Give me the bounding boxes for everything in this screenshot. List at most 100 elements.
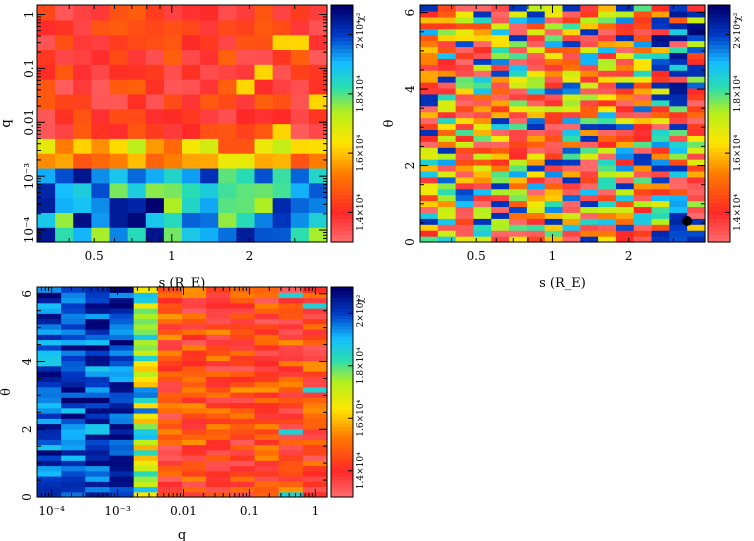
heatmap-cell bbox=[455, 129, 475, 136]
heatmap-cell bbox=[133, 444, 159, 451]
heatmap-cell bbox=[598, 117, 617, 125]
heatmap-cell bbox=[157, 329, 183, 335]
heatmap-cell bbox=[163, 34, 183, 51]
heatmap-cell bbox=[526, 93, 546, 101]
heatmap-cell bbox=[526, 212, 546, 219]
heatmap-cell bbox=[61, 439, 86, 446]
heatmap-cell bbox=[544, 230, 564, 237]
heatmap-cell bbox=[91, 227, 111, 243]
heatmap-cell bbox=[37, 465, 62, 472]
heatmap-cell bbox=[615, 164, 635, 172]
heatmap-cell bbox=[133, 434, 159, 440]
heatmap-cell bbox=[420, 22, 439, 30]
heatmap-cell bbox=[509, 70, 528, 77]
heatmap-cell bbox=[473, 224, 492, 231]
heatmap-cells-2 bbox=[37, 287, 328, 498]
heatmap-cell bbox=[455, 105, 475, 113]
heatmap-cell bbox=[278, 360, 304, 367]
heatmap-cell bbox=[133, 386, 159, 393]
heatmap-cell bbox=[651, 87, 670, 95]
heatmap-cell bbox=[109, 350, 135, 356]
colorbar-segment bbox=[708, 166, 730, 172]
colorbar-segment bbox=[331, 437, 353, 442]
heatmap-cell bbox=[544, 164, 564, 172]
heatmap-cell bbox=[598, 76, 617, 83]
heatmap-cell bbox=[509, 206, 528, 213]
heatmap-cell bbox=[544, 16, 564, 24]
heatmap-cell bbox=[133, 297, 159, 304]
heatmap-cell bbox=[633, 159, 653, 166]
heatmap-cell bbox=[580, 111, 599, 119]
heatmap-cell bbox=[37, 481, 62, 488]
heatmap-cell bbox=[163, 123, 183, 139]
heatmap-cell bbox=[580, 87, 599, 95]
heatmap-cell bbox=[420, 147, 439, 154]
heatmap-cell bbox=[133, 455, 159, 461]
heatmap-cell bbox=[157, 376, 183, 383]
colorbar-segment bbox=[331, 194, 353, 200]
heatmap-cell bbox=[633, 40, 653, 48]
heatmap-cell bbox=[37, 323, 62, 330]
heatmap-cell bbox=[669, 93, 688, 101]
heatmap-cell bbox=[200, 227, 219, 243]
y-tick-label: 4 bbox=[403, 85, 417, 93]
heatmap-cell bbox=[85, 381, 111, 388]
heatmap-cell bbox=[200, 93, 219, 110]
heatmap-cell bbox=[157, 355, 183, 362]
heatmap-cell bbox=[182, 34, 201, 51]
heatmap-cell bbox=[55, 182, 74, 199]
heatmap-cell bbox=[302, 428, 328, 435]
heatmap-cell bbox=[109, 413, 135, 419]
heatmap-cell bbox=[651, 22, 670, 30]
heatmap-cell bbox=[157, 360, 183, 367]
heatmap-cell bbox=[85, 292, 111, 299]
heatmap-cell bbox=[37, 334, 62, 341]
heatmap-cell bbox=[157, 465, 183, 472]
heatmap-cell bbox=[61, 355, 86, 362]
heatmap-cell bbox=[182, 302, 207, 309]
heatmap-cell bbox=[669, 52, 688, 59]
heatmap-cell bbox=[230, 423, 256, 430]
heatmap-cell bbox=[455, 164, 475, 172]
heatmap-cell bbox=[437, 111, 457, 119]
heatmap-cell bbox=[278, 397, 304, 404]
heatmap-cell bbox=[491, 170, 510, 178]
colorbar-segment bbox=[331, 395, 353, 400]
heatmap-cell bbox=[254, 19, 274, 36]
colorbar-segment bbox=[331, 218, 353, 223]
heatmap-cell bbox=[687, 224, 706, 231]
heatmap-cell bbox=[206, 444, 231, 451]
heatmap-cell bbox=[651, 76, 670, 83]
colorbar-segment bbox=[708, 182, 730, 188]
colorbar-segment bbox=[708, 178, 730, 184]
heatmap-cell bbox=[230, 339, 256, 346]
heatmap-cell bbox=[562, 22, 581, 30]
heatmap-cell bbox=[544, 194, 564, 202]
heatmap-cell bbox=[182, 64, 201, 80]
heatmap-cell bbox=[580, 70, 599, 77]
heatmap-cell bbox=[302, 323, 328, 330]
heatmap-cell bbox=[562, 70, 581, 77]
heatmap-cell bbox=[85, 350, 111, 356]
heatmap-cell bbox=[85, 392, 111, 398]
heatmap-cell bbox=[615, 5, 635, 12]
heatmap-cell bbox=[37, 381, 62, 388]
heatmap-cell bbox=[651, 218, 670, 225]
heatmap-cell bbox=[633, 70, 653, 77]
heatmap-cell bbox=[254, 371, 280, 377]
colorbar-tick-label: 1.8×10⁴ bbox=[356, 347, 366, 384]
heatmap-cell bbox=[182, 423, 207, 430]
heatmap-cell bbox=[420, 105, 439, 113]
heatmap-cell bbox=[157, 470, 183, 477]
colorbar-segment bbox=[708, 28, 730, 34]
heatmap-cell bbox=[651, 64, 670, 71]
heatmap-cell bbox=[302, 308, 328, 314]
colorbar-segment bbox=[708, 20, 730, 26]
heatmap-cell bbox=[302, 439, 328, 446]
heatmap-cell bbox=[615, 82, 635, 89]
heatmap-cell bbox=[61, 371, 86, 377]
heatmap-cell bbox=[544, 64, 564, 71]
heatmap-cell bbox=[633, 123, 653, 131]
y-tick-label: 10⁻⁴ bbox=[22, 217, 36, 244]
